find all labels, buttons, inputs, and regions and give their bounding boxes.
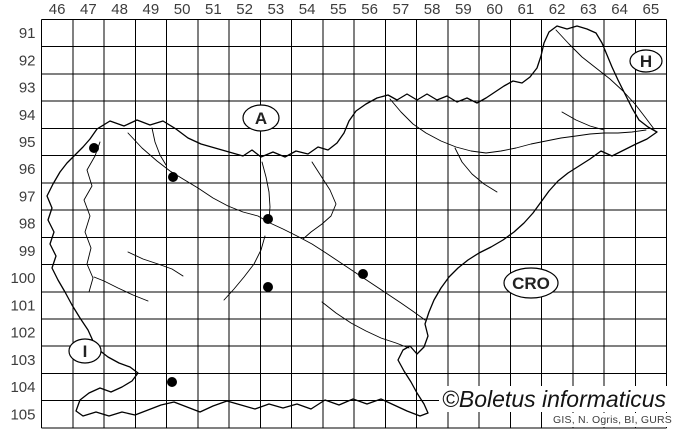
river-soca (83, 141, 101, 293)
grid-row-label: 101 (10, 297, 35, 314)
grid-col-label: 46 (49, 1, 66, 18)
grid-row-label: 96 (19, 161, 36, 178)
grid-col-label: 63 (580, 1, 597, 18)
river-network (83, 29, 655, 349)
grid-row-label: 99 (19, 243, 36, 260)
grid-row-label: 104 (10, 379, 35, 396)
grid-col-label: 51 (205, 1, 222, 18)
river-ljubljanica (223, 235, 266, 301)
grid-row-label: 93 (19, 80, 36, 97)
neighbor-label-italy: I (83, 342, 88, 361)
grid-row-label: 91 (19, 25, 36, 42)
grid-col-label: 65 (643, 1, 660, 18)
grid-col-label: 57 (393, 1, 410, 18)
grid-col-label: 55 (330, 1, 347, 18)
river-idrijca (127, 251, 184, 277)
river-savinja (302, 161, 337, 240)
neighbor-ellipse-italy (68, 338, 102, 364)
grid-col-label: 49 (143, 1, 160, 18)
grid-col-label: 59 (455, 1, 472, 18)
grid-col-label: 54 (299, 1, 316, 18)
neighbor-ellipse-croatia (503, 267, 559, 299)
neighbor-label-hungary: H (640, 52, 652, 71)
occurrence-dot (358, 269, 368, 279)
river-vipava (93, 276, 149, 302)
grid-row-label: 105 (10, 406, 35, 423)
grid-row-label: 95 (19, 134, 36, 151)
country-outline-layer (46, 25, 658, 417)
grid-coordinate-labels: 46 47 48 49 50 51 52 53 54 55 56 57 58 59 60 61 62 63 64 65… (10, 1, 659, 423)
grid-col-label: 58 (424, 1, 441, 18)
river-kamniska-bistrica (261, 161, 271, 220)
watermark-text: ©Boletus informaticus (438, 386, 669, 412)
occurrence-dot (167, 377, 177, 387)
grid-col-label: 47 (80, 1, 97, 18)
credits-text: GIS, N. Ogris, BI, GURS (551, 413, 674, 427)
occurrence-dot (89, 143, 99, 153)
occurrence-dots-layer (89, 143, 368, 387)
occurrence-dot (263, 282, 273, 292)
river-sava-branch (151, 127, 167, 166)
river-mura (555, 29, 655, 130)
grid-col-label: 62 (549, 1, 566, 18)
occurrence-dot (263, 214, 273, 224)
grid-row-label: 100 (10, 270, 35, 287)
grid-col-label: 64 (611, 1, 628, 18)
river-drava (389, 98, 647, 154)
neighbor-country-labels-layer: A H CRO I (68, 49, 663, 364)
river-krka (321, 301, 410, 349)
grid-row-label: 103 (10, 352, 35, 369)
grid-col-label: 50 (174, 1, 191, 18)
grid-row-label: 92 (19, 52, 36, 69)
grid-col-label: 61 (518, 1, 535, 18)
grid-row-label: 98 (19, 216, 36, 233)
neighbor-ellipse-austria (242, 104, 280, 132)
grid-col-label: 60 (486, 1, 503, 18)
neighbor-ellipse-hungary (629, 49, 663, 73)
river-dravinja (454, 147, 498, 193)
occurrence-dot (168, 172, 178, 182)
grid-col-label: 53 (268, 1, 285, 18)
grid-col-label: 56 (361, 1, 378, 18)
grid-row-label: 102 (10, 325, 35, 342)
neighbor-label-croatia: CRO (512, 274, 550, 293)
neighbor-label-austria: A (255, 109, 267, 128)
grid-row-label: 94 (19, 107, 36, 124)
grid-col-label: 48 (111, 1, 128, 18)
slovenia-border-outline (46, 25, 658, 417)
grid-row-label: 97 (19, 188, 36, 205)
grid-lines (41, 19, 667, 429)
grid-col-label: 52 (236, 1, 253, 18)
river-scavnica (561, 111, 605, 131)
